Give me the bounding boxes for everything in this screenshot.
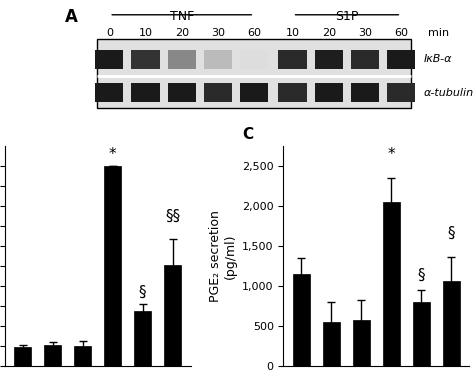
Text: §: § bbox=[418, 267, 425, 282]
FancyBboxPatch shape bbox=[204, 50, 232, 68]
Text: 30: 30 bbox=[358, 28, 372, 38]
Bar bbox=[15, 347, 31, 366]
Text: §: § bbox=[139, 284, 146, 299]
FancyBboxPatch shape bbox=[387, 50, 415, 68]
Text: §: § bbox=[447, 226, 455, 241]
Text: α-tubulin: α-tubulin bbox=[424, 88, 474, 98]
Text: 20: 20 bbox=[175, 28, 189, 38]
Bar bbox=[353, 320, 370, 366]
FancyBboxPatch shape bbox=[351, 83, 379, 102]
Text: min: min bbox=[428, 28, 449, 38]
Text: §§: §§ bbox=[165, 208, 180, 223]
FancyBboxPatch shape bbox=[387, 83, 415, 102]
FancyBboxPatch shape bbox=[278, 83, 307, 102]
Text: *: * bbox=[388, 147, 395, 162]
Text: 10: 10 bbox=[285, 28, 300, 38]
FancyBboxPatch shape bbox=[315, 83, 343, 102]
Text: 0: 0 bbox=[106, 28, 113, 38]
Text: S1P: S1P bbox=[335, 10, 359, 23]
Text: 30: 30 bbox=[211, 28, 225, 38]
Bar bbox=[443, 281, 459, 366]
FancyBboxPatch shape bbox=[240, 50, 268, 68]
FancyBboxPatch shape bbox=[95, 50, 123, 68]
Bar bbox=[383, 202, 400, 366]
FancyBboxPatch shape bbox=[204, 83, 232, 102]
Bar bbox=[74, 346, 91, 366]
Bar bbox=[45, 345, 61, 366]
FancyBboxPatch shape bbox=[315, 50, 343, 68]
FancyBboxPatch shape bbox=[351, 50, 379, 68]
Text: *: * bbox=[109, 147, 117, 162]
Text: 10: 10 bbox=[138, 28, 153, 38]
Text: C: C bbox=[243, 127, 254, 142]
Text: A: A bbox=[65, 9, 78, 26]
Y-axis label: PGE₂ secretion
(pg/ml): PGE₂ secretion (pg/ml) bbox=[209, 211, 237, 302]
FancyBboxPatch shape bbox=[97, 39, 411, 108]
FancyBboxPatch shape bbox=[278, 50, 307, 68]
Text: 60: 60 bbox=[247, 28, 261, 38]
Bar bbox=[323, 322, 340, 366]
Text: TNF: TNF bbox=[170, 10, 194, 23]
Text: 60: 60 bbox=[394, 28, 409, 38]
Text: IκB-α: IκB-α bbox=[424, 54, 452, 64]
FancyBboxPatch shape bbox=[168, 83, 196, 102]
FancyBboxPatch shape bbox=[240, 83, 268, 102]
Bar bbox=[104, 166, 121, 366]
FancyBboxPatch shape bbox=[131, 50, 160, 68]
Bar bbox=[413, 302, 429, 366]
FancyBboxPatch shape bbox=[131, 83, 160, 102]
Bar bbox=[134, 311, 151, 366]
Text: 20: 20 bbox=[322, 28, 336, 38]
Bar bbox=[293, 274, 310, 366]
FancyBboxPatch shape bbox=[95, 83, 123, 102]
FancyBboxPatch shape bbox=[168, 50, 196, 68]
Bar bbox=[164, 265, 181, 366]
